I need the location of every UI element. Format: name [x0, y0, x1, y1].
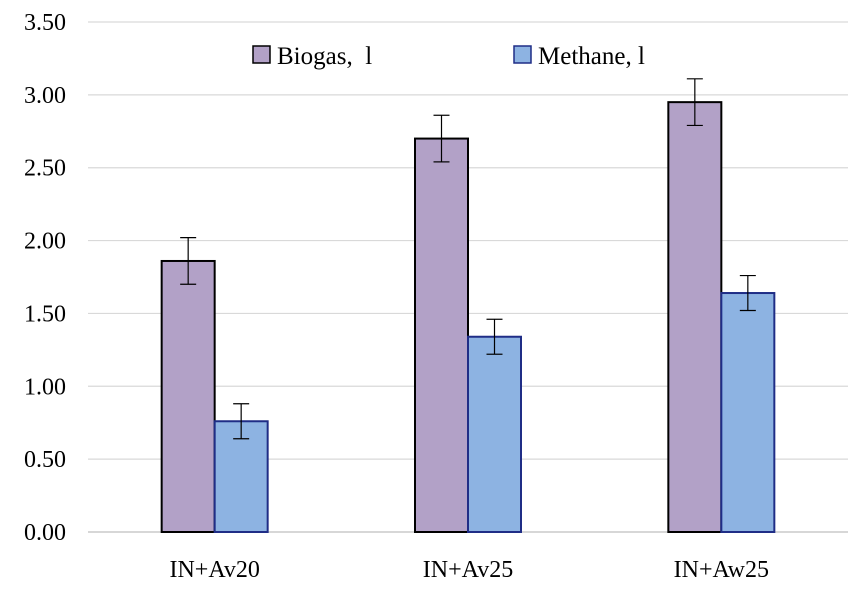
- bar-IN+Aw25-biogas: [667, 101, 723, 534]
- error-bars: [180, 78, 756, 440]
- x-tick-label: IN+Aw25: [674, 557, 769, 583]
- x-tick-label: IN+Av20: [169, 557, 259, 583]
- y-tick-label: 0.50: [24, 447, 66, 473]
- x-axis-ticks: IN+Av20 IN+Av25 IN+Aw25: [169, 557, 769, 583]
- x-tick-label: IN+Av25: [423, 557, 513, 583]
- y-axis-ticks: 0.00 0.50 1.00 1.50 2.00 2.50 3.00 3.50: [24, 10, 66, 546]
- legend-swatch-methane: [513, 45, 532, 64]
- y-tick-label: 3.50: [24, 10, 66, 36]
- y-tick-label: 1.50: [24, 301, 66, 327]
- y-tick-label: 3.00: [24, 83, 66, 109]
- bar-IN+Av25-methane: [467, 335, 522, 533]
- error-bar: [180, 237, 197, 285]
- bar-IN+Av25-biogas: [414, 137, 469, 533]
- y-tick-label: 1.00: [24, 374, 66, 400]
- bars: [160, 101, 776, 534]
- legend: Biogas, l Methane, l: [252, 43, 645, 70]
- legend-label-methane: Methane, l: [538, 43, 645, 70]
- bar-IN+Av20-biogas: [160, 259, 216, 533]
- legend-label-biogas: Biogas, l: [277, 43, 372, 70]
- error-bar: [233, 403, 250, 440]
- y-tick-label: 2.50: [24, 156, 66, 182]
- bar-IN+Aw25-methane: [720, 292, 776, 533]
- error-bar: [433, 114, 450, 163]
- y-tick-label: 2.00: [24, 229, 66, 255]
- error-bar: [739, 274, 756, 312]
- legend-swatch-biogas: [252, 45, 271, 64]
- bar-IN+Av20-methane: [213, 420, 269, 533]
- error-bar: [686, 78, 703, 127]
- y-tick-label: 0.00: [24, 520, 66, 546]
- error-bar: [486, 318, 503, 355]
